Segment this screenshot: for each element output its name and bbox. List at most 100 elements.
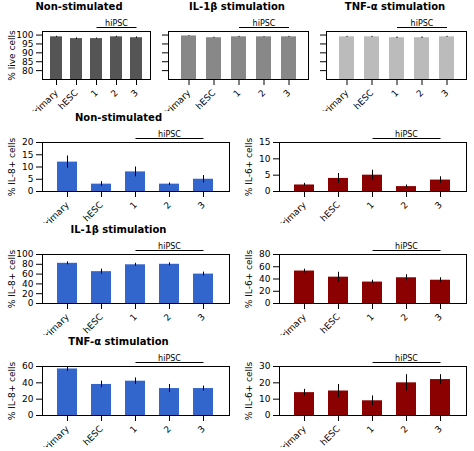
svg-text:2: 2: [414, 88, 425, 99]
svg-text:0: 0: [265, 186, 271, 196]
svg-text:2: 2: [162, 312, 173, 323]
svg-text:40: 40: [22, 279, 34, 289]
svg-text:% live cells: % live cells: [7, 30, 17, 81]
svg-text:hESC: hESC: [56, 88, 80, 111]
svg-text:hiPSC: hiPSC: [395, 242, 418, 251]
svg-text:hiPSC: hiPSC: [158, 354, 181, 363]
svg-text:1: 1: [365, 200, 376, 211]
svg-text:0: 0: [28, 410, 34, 420]
svg-text:1: 1: [128, 312, 139, 323]
svg-text:2: 2: [109, 88, 120, 99]
svg-text:100: 100: [16, 30, 33, 40]
svg-text:2: 2: [399, 312, 410, 323]
svg-text:Primary: Primary: [39, 199, 71, 223]
svg-text:0: 0: [265, 298, 271, 308]
svg-text:1: 1: [365, 424, 376, 435]
svg-text:90: 90: [22, 48, 34, 58]
svg-text:% IL-8+ cells: % IL-8+ cells: [7, 361, 17, 420]
svg-text:hiPSC: hiPSC: [158, 130, 181, 139]
svg-text:2: 2: [399, 200, 410, 211]
svg-text:95: 95: [22, 39, 33, 49]
html-text:TNF-α stimulation: TNF-α stimulation: [344, 1, 446, 12]
svg-text:1: 1: [128, 200, 139, 211]
svg-text:Primary: Primary: [276, 311, 308, 335]
svg-text:0: 0: [28, 186, 34, 196]
svg-text:3: 3: [433, 200, 444, 211]
svg-text:Primary: Primary: [28, 87, 60, 111]
svg-text:20: 20: [259, 286, 271, 296]
svg-text:3: 3: [433, 312, 444, 323]
svg-text:20: 20: [22, 394, 34, 404]
svg-text:hiPSC: hiPSC: [158, 242, 181, 251]
svg-text:hiPSC: hiPSC: [411, 19, 434, 28]
svg-text:3: 3: [196, 312, 207, 323]
svg-text:40: 40: [259, 274, 271, 284]
html-text:TNF-α stimulation: TNF-α stimulation: [68, 336, 169, 347]
svg-text:60: 60: [22, 361, 34, 371]
svg-text:10: 10: [259, 154, 271, 164]
svg-text:20: 20: [259, 378, 271, 388]
svg-text:1: 1: [89, 88, 100, 99]
svg-text:1: 1: [231, 88, 242, 99]
svg-text:85: 85: [22, 57, 33, 67]
svg-text:60: 60: [22, 269, 34, 279]
svg-text:hESC: hESC: [318, 312, 342, 335]
svg-text:hESC: hESC: [194, 88, 218, 111]
svg-text:3: 3: [439, 88, 450, 99]
html-text:Non-stimulated: Non-stimulated: [35, 1, 123, 12]
svg-text:2: 2: [256, 88, 267, 99]
svg-text:40: 40: [22, 378, 34, 388]
svg-text:hESC: hESC: [352, 88, 376, 111]
svg-text:3: 3: [433, 424, 444, 435]
svg-text:15: 15: [22, 150, 33, 160]
svg-text:hESC: hESC: [81, 200, 105, 223]
svg-text:10: 10: [22, 162, 34, 172]
svg-text:0: 0: [28, 298, 34, 308]
svg-text:% IL-6+ cells: % IL-6+ cells: [244, 249, 254, 308]
svg-text:Primary: Primary: [276, 199, 308, 223]
html-text:Non-stimulated: Non-stimulated: [74, 112, 162, 123]
svg-text:% IL-6+ cells: % IL-6+ cells: [244, 361, 254, 420]
svg-text:2: 2: [162, 424, 173, 435]
svg-text:80: 80: [259, 249, 271, 259]
html-text:IL-1β stimulation: IL-1β stimulation: [70, 224, 167, 235]
svg-text:hESC: hESC: [81, 424, 105, 447]
svg-text:30: 30: [259, 361, 271, 371]
svg-text:100: 100: [16, 249, 33, 259]
svg-text:hiPSC: hiPSC: [105, 19, 128, 28]
svg-text:0: 0: [265, 410, 271, 420]
svg-text:hESC: hESC: [318, 200, 342, 223]
svg-text:15: 15: [259, 137, 270, 147]
svg-text:3: 3: [196, 200, 207, 211]
svg-text:20: 20: [22, 289, 34, 299]
svg-text:2: 2: [162, 200, 173, 211]
svg-text:Primary: Primary: [276, 423, 308, 447]
svg-text:2: 2: [399, 424, 410, 435]
svg-text:hESC: hESC: [318, 424, 342, 447]
svg-text:1: 1: [389, 88, 400, 99]
svg-text:Primary: Primary: [161, 87, 193, 111]
svg-text:5: 5: [28, 174, 34, 184]
svg-text:Primary: Primary: [39, 311, 71, 335]
svg-text:5: 5: [265, 170, 271, 180]
svg-text:60: 60: [259, 262, 271, 272]
svg-text:80: 80: [22, 259, 34, 269]
svg-text:hiPSC: hiPSC: [395, 130, 418, 139]
svg-text:hiPSC: hiPSC: [253, 19, 276, 28]
html-text:IL-1β stimulation: IL-1β stimulation: [189, 1, 285, 12]
svg-text:80: 80: [22, 65, 34, 75]
svg-text:20: 20: [22, 137, 34, 147]
svg-text:Primary: Primary: [319, 87, 351, 111]
svg-text:3: 3: [281, 88, 292, 99]
svg-text:1: 1: [365, 312, 376, 323]
svg-text:% IL-6+ cells: % IL-6+ cells: [244, 137, 254, 196]
svg-text:Primary: Primary: [39, 423, 71, 447]
svg-text:10: 10: [259, 394, 271, 404]
svg-text:hiPSC: hiPSC: [395, 354, 418, 363]
svg-text:hESC: hESC: [81, 312, 105, 335]
svg-text:3: 3: [196, 424, 207, 435]
svg-text:% IL-8+ cells: % IL-8+ cells: [7, 137, 17, 196]
svg-text:1: 1: [128, 424, 139, 435]
svg-text:3: 3: [129, 88, 140, 99]
svg-text:% IL-8+ cells: % IL-8+ cells: [7, 249, 17, 308]
